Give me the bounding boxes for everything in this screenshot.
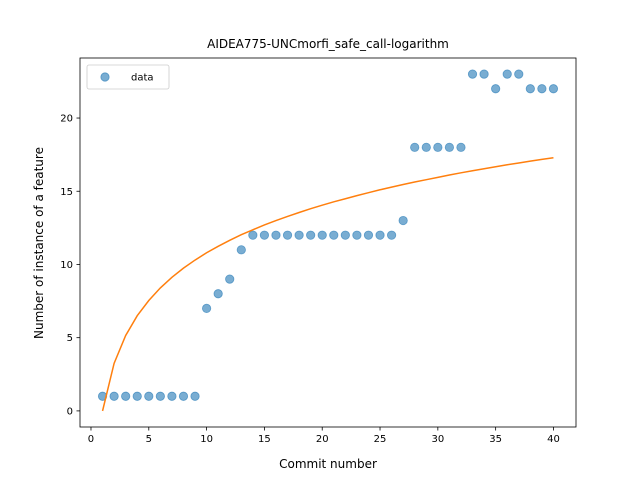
legend-box — [86, 64, 170, 90]
legend-marker — [100, 72, 110, 82]
plot-area — [97, 69, 559, 412]
y-tick-label: 20 — [60, 114, 73, 125]
data-point — [282, 230, 293, 240]
data-point — [340, 230, 350, 240]
y-axis-label: Number of instance of a feature — [32, 147, 46, 339]
data-point — [236, 245, 246, 255]
y-tick-label: 10 — [60, 260, 73, 271]
data-point — [525, 84, 535, 94]
data-point — [502, 69, 512, 79]
data-point — [352, 230, 362, 240]
x-tick-label: 20 — [316, 434, 329, 445]
data-point — [178, 391, 189, 401]
x-tick-label: 35 — [489, 434, 502, 445]
data-point — [144, 391, 154, 401]
data-point — [248, 230, 258, 240]
data-point — [410, 142, 420, 152]
data-point — [202, 303, 212, 313]
data-point — [363, 230, 374, 240]
data-point — [271, 230, 281, 240]
data-point — [294, 230, 304, 240]
data-point — [375, 230, 385, 240]
axes: 0 5 10 15 20 25 30 35 40 0 5 10 15 20 — [60, 57, 577, 445]
x-tick-label: 5 — [146, 434, 152, 445]
data-point — [225, 274, 235, 284]
x-axis-label: Commit number — [279, 457, 377, 471]
y-tick-label: 0 — [67, 406, 73, 417]
data-point — [514, 69, 524, 79]
data-point — [109, 391, 119, 401]
data-point — [121, 391, 131, 401]
data-point — [155, 391, 165, 401]
data-point — [259, 230, 270, 240]
data-point — [537, 84, 547, 94]
data-point — [421, 142, 431, 152]
data-point — [213, 289, 223, 299]
x-tick-label: 10 — [200, 434, 213, 445]
data-point — [317, 230, 327, 240]
x-tick-label: 0 — [88, 434, 94, 445]
data-point — [398, 215, 408, 226]
data-point — [456, 142, 466, 152]
x-tick-label: 15 — [258, 434, 271, 445]
x-tick-label: 30 — [431, 434, 444, 445]
axes-frame — [79, 57, 577, 428]
data-point — [433, 142, 443, 152]
legend-label: data — [131, 73, 154, 84]
x-tick-label: 40 — [547, 434, 560, 445]
fit-curve-line — [101, 156, 554, 412]
data-point — [329, 230, 339, 240]
data-point — [491, 84, 501, 94]
data-point — [167, 391, 177, 401]
data-point — [306, 230, 316, 240]
data-point — [444, 142, 454, 152]
legend: data — [86, 64, 170, 90]
x-tick-label: 25 — [374, 434, 387, 445]
y-tick-label: 5 — [67, 333, 73, 344]
data-point — [132, 391, 142, 401]
data-point — [190, 391, 200, 401]
chart-title: AIDEA775-UNCmorfi_safe_call-logarithm — [207, 37, 449, 51]
y-tick-label: 15 — [60, 187, 73, 198]
data-point — [467, 69, 478, 79]
data-point — [548, 84, 559, 94]
data-point — [386, 230, 397, 240]
data-point — [479, 69, 489, 79]
